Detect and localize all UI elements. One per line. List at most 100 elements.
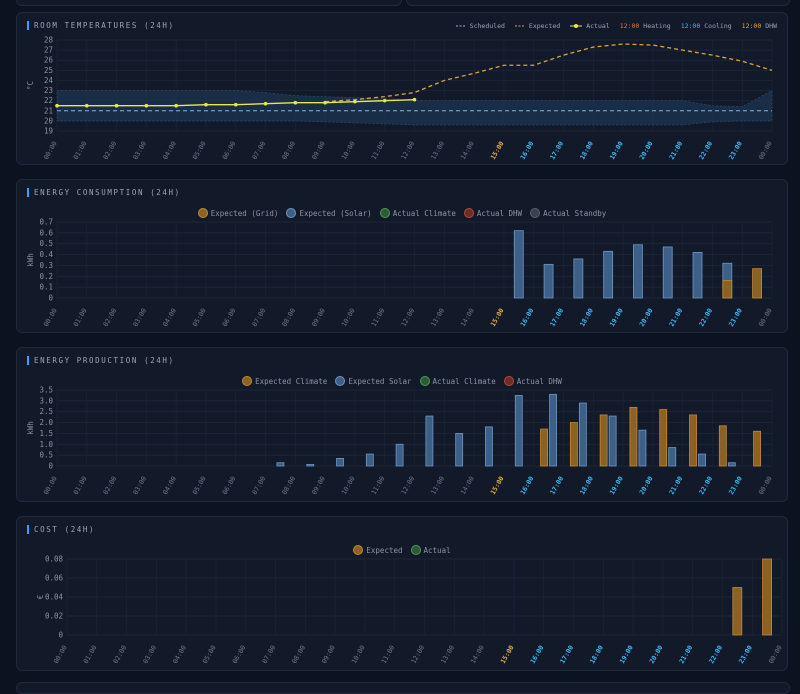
legend-actual-dhw[interactable]: Actual DHW (503, 376, 562, 386)
x-tick-label: 12:00 (400, 475, 417, 496)
x-tick-label: 08:00 (280, 140, 297, 161)
legend-expected[interactable]: Expected (514, 22, 560, 30)
legend-actual-standby[interactable]: Actual Standby (530, 208, 606, 218)
legend-label: Expected (Solar) (299, 208, 372, 218)
legend-expected-solar[interactable]: Expected Solar (335, 376, 412, 386)
x-tick-label: 08:00 (280, 307, 297, 328)
x-tick-label: 06:00 (221, 475, 238, 496)
y-tick-label: 27 (44, 46, 53, 55)
y-tick-label: 0.5 (39, 451, 53, 460)
y-tick-label: 0 (48, 462, 53, 471)
actual-point (204, 102, 208, 107)
x-tick-label: 01:00 (72, 475, 89, 496)
y-tick-label: 0 (58, 631, 63, 640)
x-tick-label: 08:00 (290, 644, 307, 665)
legend-expected[interactable]: Expected (353, 545, 403, 555)
solar-bar (668, 447, 677, 467)
legend-actual[interactable]: Actual (570, 22, 610, 30)
solar-bar (425, 415, 434, 467)
y-axis-label: °C (26, 81, 35, 90)
dashed-line-icon (514, 25, 525, 27)
x-tick-label: 00:00 (52, 644, 69, 665)
x-tick-label: 00:00 (42, 140, 59, 161)
x-tick-label: 11:00 (370, 475, 387, 496)
y-axis-label: kWh (26, 253, 35, 267)
x-tick-label: 07:00 (251, 475, 268, 496)
legend-actual[interactable]: Actual (410, 545, 451, 555)
y-tick-label: 1.0 (39, 440, 53, 449)
y-tick-label: 0.5 (39, 239, 53, 248)
solar-bar (455, 433, 464, 467)
x-tick-label: 02:00 (102, 475, 119, 496)
x-tick-label: 04:00 (161, 475, 178, 496)
x-tick-label: 15:00 (499, 644, 516, 665)
cost-chart: 0 0.02 0.04 0.06 0.08 00:00 01:00 02:00 03:00 04:… (36, 555, 784, 665)
legend-expected-grid[interactable]: Expected (Grid) (197, 208, 279, 218)
x-tick-label: 07:00 (251, 307, 268, 328)
x-tick-label: 12:00 (400, 140, 417, 161)
legend-actual-climate[interactable]: Actual Climate (419, 376, 496, 386)
y-tick-label: 20 (44, 116, 54, 125)
solar-bar (543, 263, 554, 299)
x-tick-label: 21:00 (668, 140, 685, 161)
x-tick-label: 22:00 (697, 140, 714, 161)
x-tick-label: 23:00 (727, 307, 744, 328)
x-tick-label: 00:00 (757, 307, 774, 328)
legend-dhw[interactable]: 12:00 DHW (742, 22, 777, 30)
x-tick-label: 11:00 (370, 140, 387, 161)
x-tick-label: 21:00 (668, 307, 685, 328)
x-tick-label: 14:00 (459, 307, 476, 328)
cooling-time: 12:00 (680, 22, 701, 30)
legend-cooling[interactable]: 12:00 Cooling (681, 22, 732, 30)
legend-label: Expected (Grid) (210, 208, 279, 218)
y-axis-label: kWh (26, 421, 35, 435)
temperature-legend: Scheduled Expected Actual 12:00 Heating … (455, 22, 777, 30)
swatch-icon (379, 208, 390, 218)
legend-label: Scheduled (469, 22, 505, 30)
legend-expected-solar[interactable]: Expected (Solar) (286, 208, 372, 218)
expected-bar (762, 558, 773, 636)
x-tick-label: 20:00 (638, 140, 655, 161)
climate-bar (659, 409, 668, 467)
actual-point (263, 101, 268, 106)
x-tick-label: 18:00 (578, 307, 595, 328)
x-tick-label: 09:00 (320, 644, 337, 665)
x-tick-label: 17:00 (548, 475, 565, 496)
x-tick-label: 22:00 (697, 307, 714, 328)
legend-label: Expected Climate (255, 376, 328, 386)
x-tick-label: 23:00 (737, 644, 754, 665)
legend-label: Cooling (704, 22, 732, 30)
legend-heating[interactable]: 12:00 Heating (620, 22, 671, 30)
x-tick-label: 16:00 (519, 475, 536, 496)
x-tick-label: 19:00 (618, 644, 635, 665)
x-tick-label: 01:00 (72, 307, 89, 328)
actual-point (353, 99, 357, 104)
x-tick-label: 01:00 (82, 644, 99, 665)
x-tick-label: 01:00 (72, 140, 89, 161)
x-tick-label: 05:00 (191, 307, 208, 328)
swatch-icon (463, 208, 474, 218)
panel-title: ENERGY CONSUMPTION (24H) (27, 188, 181, 197)
y-tick-label: 0.06 (45, 574, 64, 583)
legend-expected-climate[interactable]: Expected Climate (242, 376, 327, 386)
legend-actual-climate[interactable]: Actual Climate (379, 208, 456, 218)
x-tick-label: 03:00 (131, 140, 148, 161)
x-tick-label: 17:00 (548, 307, 565, 328)
x-tick-label: 16:00 (519, 307, 536, 328)
cost-panel: COST (24H) Expected Actual 0 0.02 0.04 0.06… (16, 516, 788, 671)
x-tick-label: 05:00 (191, 140, 208, 161)
x-tick-label: 14:00 (459, 475, 476, 496)
x-tick-label: 16:00 (529, 644, 546, 665)
x-tick-label: 09:00 (310, 140, 327, 161)
x-tick-label: 15:00 (489, 475, 506, 496)
x-tick-label: 08:00 (280, 475, 297, 496)
x-tick-label: 17:00 (548, 140, 565, 161)
y-tick-label: 26 (44, 56, 54, 65)
x-tick-label: 11:00 (380, 644, 397, 665)
y-tick-label: 2.5 (39, 407, 53, 416)
x-tick-label: 02:00 (102, 307, 119, 328)
x-tick-label: 18:00 (588, 644, 605, 665)
legend-actual-dhw[interactable]: Actual DHW (463, 208, 522, 218)
swatch-icon (197, 208, 208, 218)
legend-scheduled[interactable]: Scheduled (455, 22, 505, 30)
